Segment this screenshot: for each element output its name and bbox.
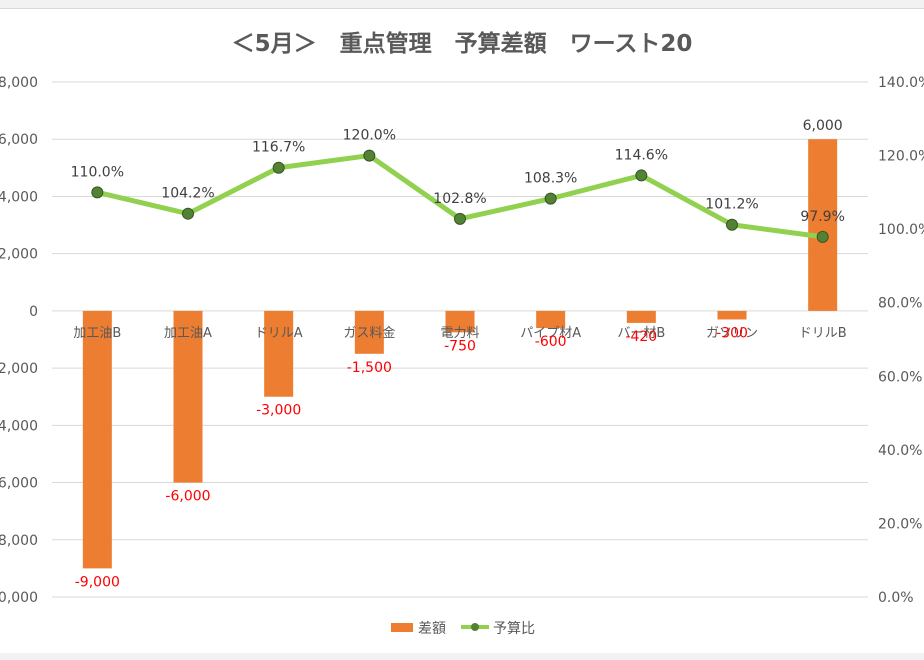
line-data-label: 101.2%: [705, 197, 758, 213]
bar: [626, 310, 656, 323]
right-tick-label: 0.0%: [878, 590, 914, 606]
bar-series: [82, 139, 838, 569]
category-label: バー材B: [617, 326, 665, 341]
left-tick-label: -8,000: [0, 533, 38, 549]
left-tick-label: 4,000: [0, 189, 38, 205]
category-label: 加工油A: [164, 326, 212, 341]
line-data-label: 97.9%: [800, 209, 844, 225]
line-point: [726, 218, 738, 231]
category-label: ドリルB: [799, 326, 847, 341]
line-series: [91, 149, 829, 243]
bar-data-label: 6,000: [803, 118, 843, 134]
bar: [354, 310, 384, 354]
right-tick-label: 20.0%: [878, 516, 922, 532]
right-tick-label: 100.0%: [878, 222, 924, 238]
left-tick-label: 0: [29, 304, 38, 320]
chart-area: ＜5月＞ 重点管理 予算差額 ワースト20 8,000 6,000 4,000 2,0…: [0, 8, 924, 653]
bar-data-label: -3,000: [256, 403, 301, 419]
category-label: パイプ材A: [520, 326, 581, 341]
line-data-label: 104.2%: [161, 186, 214, 202]
line-point: [91, 186, 104, 199]
bar-data-label: -1,500: [347, 360, 392, 376]
bar: [717, 310, 747, 320]
bar-data-label: -750: [444, 338, 476, 354]
left-tick-label: -4,000: [0, 418, 38, 434]
left-tick-label: 8,000: [0, 75, 38, 91]
bar-data-label: -9,000: [75, 574, 120, 590]
left-axis-ticks: 8,000 6,000 4,000 2,000 0 -2,000 -4,000 -6,000 -…: [0, 75, 38, 606]
bar: [445, 310, 475, 333]
line-data-label: 102.8%: [433, 191, 486, 207]
category-label: ドリルA: [255, 326, 303, 341]
line-data-label: 110.0%: [71, 164, 124, 180]
line-point: [182, 207, 194, 220]
line-data-label: 116.7%: [252, 140, 305, 156]
category-labels: 加工油B 加工油A ドリルA ガス料金 電力料 パイプ材A バー材B ガソリン ドリルB: [73, 325, 846, 341]
bar-data-label: -300: [716, 325, 748, 341]
bar-data-label: -600: [535, 334, 567, 350]
line-point: [816, 230, 829, 243]
bar: [173, 310, 203, 483]
bar-data-label: -6,000: [165, 489, 210, 505]
left-tick-label: -10,000: [0, 590, 38, 606]
legend-swatch-marker: [471, 623, 479, 631]
bar-data-labels: -9,000 -6,000 -3,000 -1,500 -750 -600 -420 -300…: [75, 118, 843, 590]
category-label: ガス料金: [343, 325, 395, 341]
category-label: 加工油B: [73, 326, 121, 341]
line-point: [363, 149, 376, 162]
right-tick-label: 80.0%: [878, 296, 922, 312]
line-point: [272, 161, 285, 174]
legend: 差額 予算比: [391, 621, 535, 637]
right-tick-label: 60.0%: [878, 369, 922, 385]
bar: [264, 310, 294, 397]
line-data-label: 114.6%: [615, 147, 668, 163]
right-axis-ticks: 140.0% 120.0% 100.0% 80.0% 60.0% 40.0% 20.0% 0.…: [878, 75, 924, 606]
line-data-label: 108.3%: [524, 171, 577, 187]
bar: [808, 139, 838, 311]
line-point: [544, 192, 557, 205]
left-tick-label: -2,000: [0, 361, 38, 377]
right-tick-label: 140.0%: [878, 75, 924, 91]
category-label: 電力料: [440, 326, 479, 341]
legend-swatch-bar: [391, 623, 413, 632]
bar: [536, 310, 566, 329]
bar-data-label: -420: [625, 329, 657, 345]
line-point: [635, 169, 648, 182]
left-tick-label: -6,000: [0, 476, 38, 492]
budget-variance-chart: ＜5月＞ 重点管理 予算差額 ワースト20 8,000 6,000 4,000 2,0…: [0, 30, 924, 637]
chart-title: ＜5月＞ 重点管理 予算差額 ワースト20: [232, 30, 693, 57]
right-tick-label: 40.0%: [878, 443, 922, 459]
line-point: [454, 212, 466, 225]
left-tick-label: 6,000: [0, 132, 38, 148]
legend-label: 差額: [418, 621, 446, 637]
right-tick-label: 120.0%: [878, 149, 924, 165]
left-tick-label: 2,000: [0, 247, 38, 263]
legend-label: 予算比: [493, 621, 535, 637]
bar: [82, 310, 112, 569]
line-data-labels: 110.0% 104.2% 116.7% 120.0% 102.8% 108.3% 114.…: [71, 128, 845, 225]
category-label: ガソリン: [706, 326, 758, 341]
line-data-label: 120.0%: [343, 128, 396, 144]
